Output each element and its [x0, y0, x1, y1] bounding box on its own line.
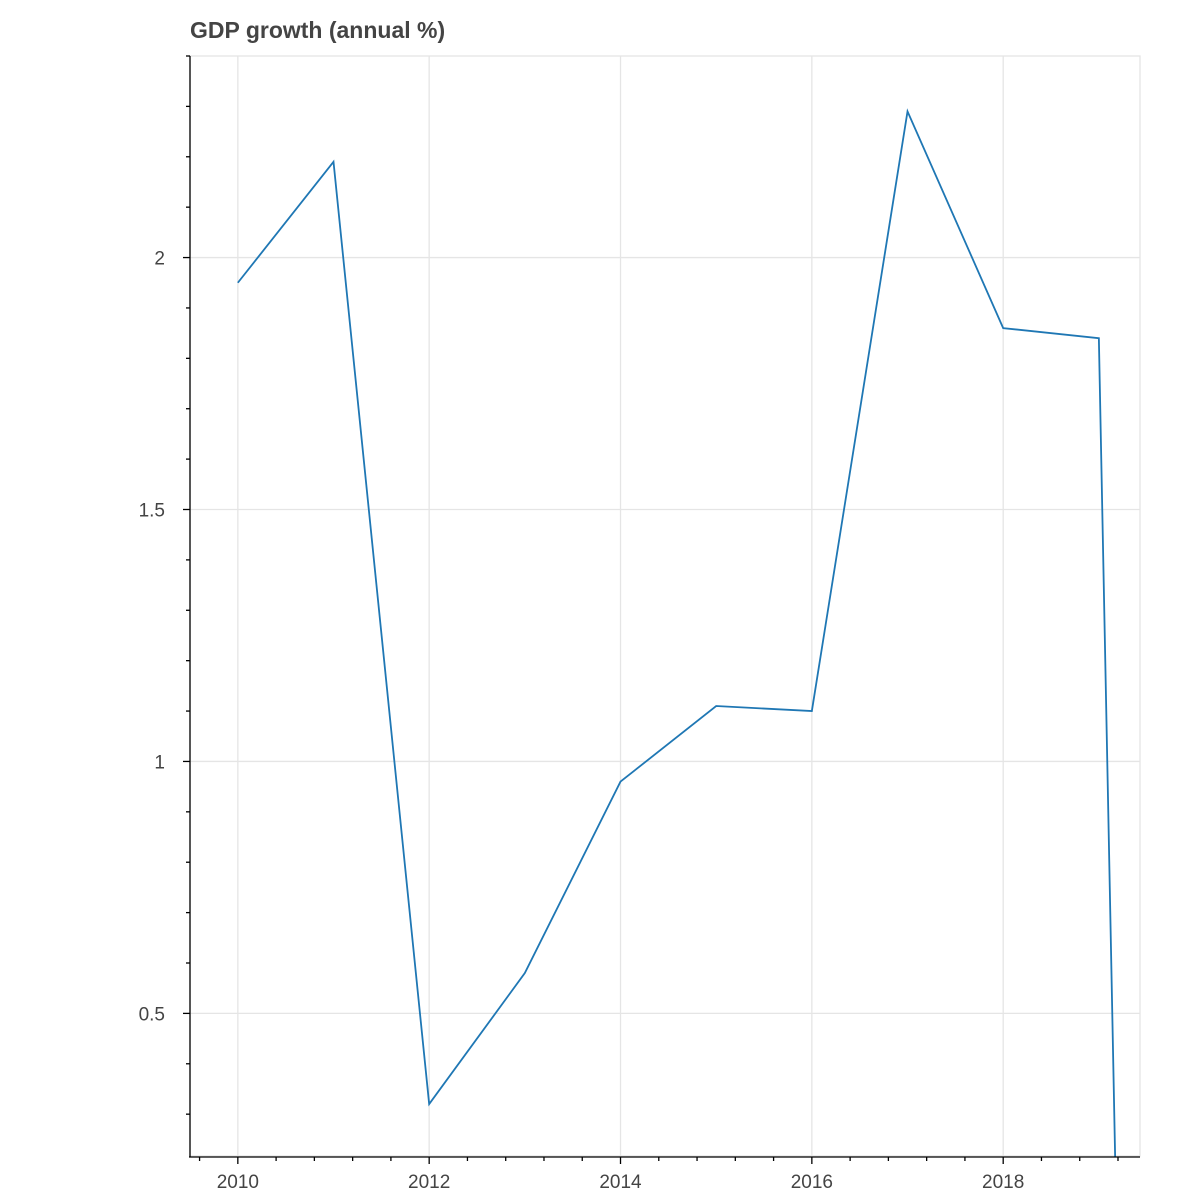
- y-tick-label: 1.5: [139, 501, 165, 522]
- y-tick-label: 2: [154, 249, 165, 270]
- ticks: 2010 2012 2014 2016 2018 0.5 1 1.5 2: [139, 55, 1119, 1193]
- plot-area: [189, 55, 1141, 1157]
- x-tick-label: 2012: [408, 1172, 450, 1193]
- x-tick-label: 2014: [599, 1172, 642, 1193]
- series-line: [237, 108, 1117, 1158]
- grid: [190, 56, 1140, 1157]
- chart-title: GDP growth (annual %): [190, 17, 445, 43]
- x-tick-label: 2016: [791, 1172, 833, 1193]
- x-tick-label: 2010: [217, 1172, 259, 1193]
- y-tick-label: 1: [154, 752, 165, 773]
- axes: [189, 56, 1140, 1158]
- x-tick-label: 2018: [982, 1172, 1024, 1193]
- y-tick-label: 0.5: [139, 1004, 165, 1025]
- series-layer: [237, 108, 1117, 1158]
